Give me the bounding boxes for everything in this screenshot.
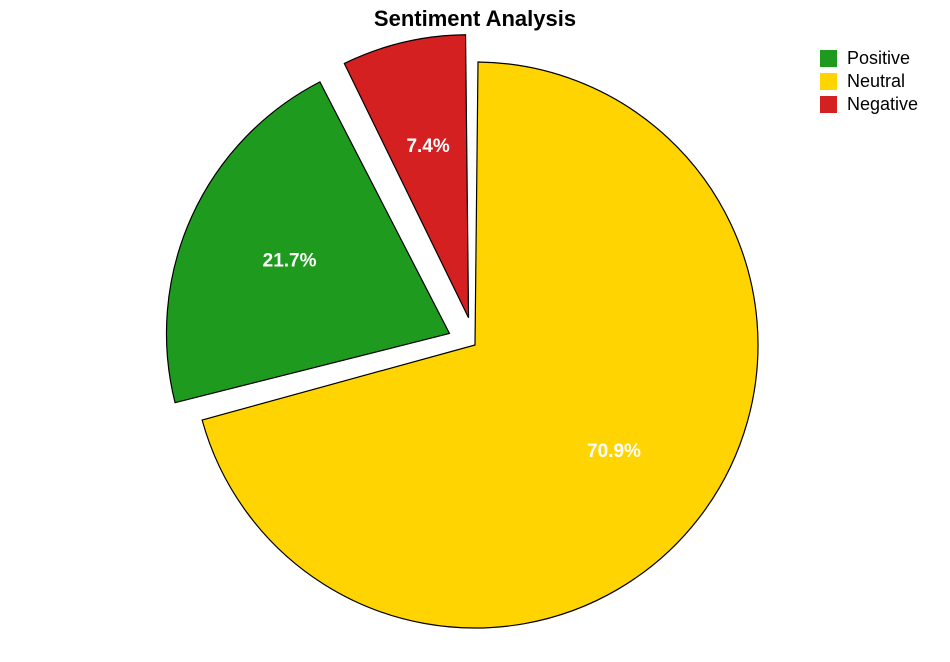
legend-swatch-positive bbox=[820, 50, 837, 67]
pie-slice-label-negative: 7.4% bbox=[406, 136, 449, 157]
sentiment-pie-chart: Sentiment Analysis 70.9% 21.7% 7.4% Positive… bbox=[0, 0, 950, 662]
pie-slice-label-positive: 21.7% bbox=[263, 250, 317, 271]
legend-swatch-negative bbox=[820, 96, 837, 113]
chart-title: Sentiment Analysis bbox=[374, 6, 576, 31]
chart-svg: Sentiment Analysis 70.9% 21.7% 7.4% Positive… bbox=[0, 0, 950, 662]
legend: Positive Neutral Negative bbox=[820, 48, 918, 114]
legend-swatch-neutral bbox=[820, 73, 837, 90]
legend-label-positive: Positive bbox=[847, 48, 910, 68]
legend-label-neutral: Neutral bbox=[847, 71, 905, 91]
pie-slice-label-neutral: 70.9% bbox=[587, 441, 641, 462]
legend-label-negative: Negative bbox=[847, 94, 918, 114]
